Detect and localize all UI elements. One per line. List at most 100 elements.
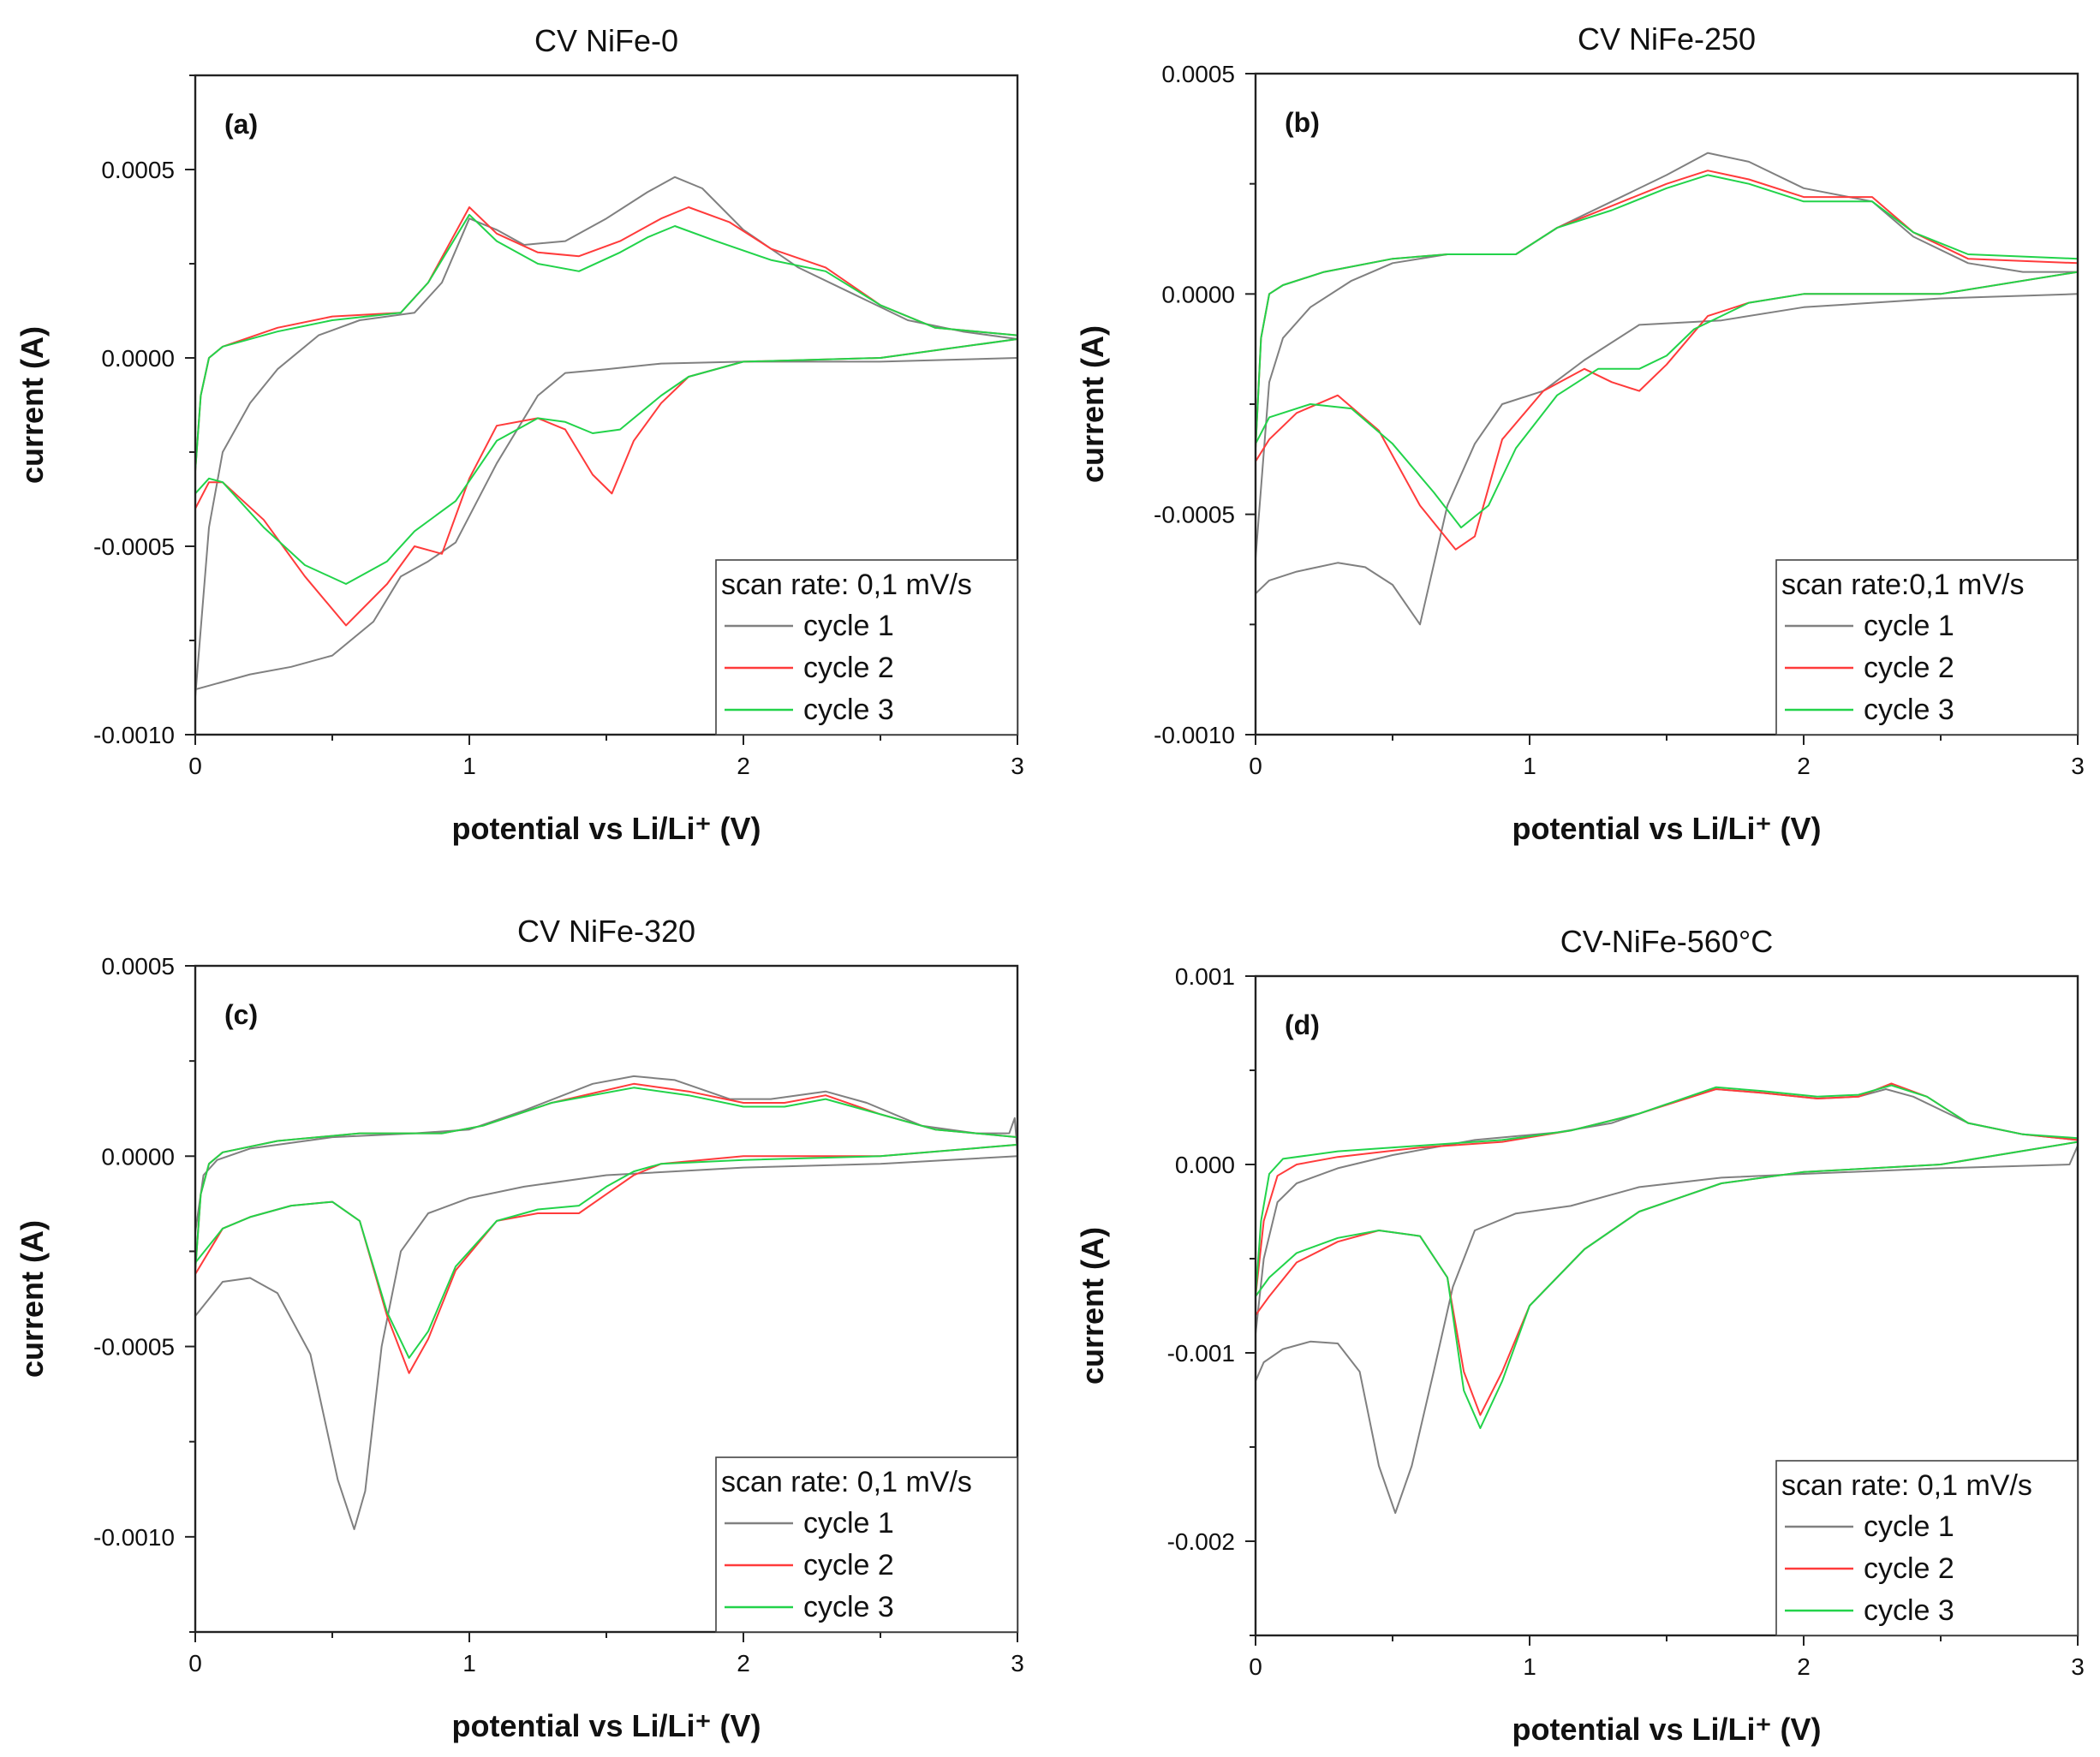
series-line-cycle-3-cathodic — [1255, 271, 2079, 529]
x-tick-label: 3 — [2071, 1653, 2085, 1680]
x-tick-label: 2 — [1797, 753, 1811, 779]
x-tick-label: 3 — [2071, 753, 2085, 779]
y-tick-label: -0.002 — [1167, 1528, 1235, 1555]
y-axis-label: current (A) — [15, 326, 50, 484]
series-group — [194, 176, 1018, 698]
x-tick-label: 0 — [188, 1650, 202, 1677]
legend-entry: cycle 3 — [1864, 694, 1954, 726]
legend: scan rate:0,1 mV/s cycle 1 cycle 2 cycle 3 — [1775, 559, 2079, 736]
legend: scan rate: 0,1 mV/s cycle 1 cycle 2 cycle 3 — [715, 1456, 1018, 1633]
series-line-cycle-2-cathodic — [1255, 271, 2079, 551]
series-line-cycle-1-anodic — [1255, 152, 2078, 559]
chart-title: CV NiFe-0 — [534, 23, 678, 58]
y-tick-label: -0.0005 — [93, 1334, 175, 1361]
legend: scan rate: 0,1 mV/s cycle 1 cycle 2 cycle 3 — [1775, 1460, 2079, 1636]
x-tick-label: 0 — [188, 753, 202, 779]
legend-entry: cycle 2 — [803, 652, 894, 684]
series-line-cycle-1-cathodic — [1255, 293, 2079, 626]
series-group — [1255, 1082, 2079, 1514]
x-tick-label: 2 — [737, 1650, 750, 1677]
legend-entry: cycle 3 — [803, 694, 894, 726]
series-line-cycle-2-cathodic — [194, 338, 1018, 627]
series-line-cycle-3-anodic — [1255, 1084, 2079, 1297]
legend-entry: cycle 2 — [803, 1549, 894, 1581]
series-line-cycle-2-anodic — [194, 206, 1018, 472]
y-tick-label: -0.0005 — [1154, 502, 1235, 528]
series-line-cycle-1-anodic — [194, 176, 1018, 698]
series-line-cycle-3-cathodic — [194, 338, 1018, 585]
y-axis-label: current (A) — [1075, 1227, 1110, 1385]
chart-title: CV NiFe-320 — [517, 914, 695, 949]
series-line-cycle-3-cathodic — [1255, 1141, 2079, 1429]
y-tick-label: -0.0010 — [93, 722, 175, 748]
x-axis-label: potential vs Li/Li⁺ (V) — [1512, 1712, 1821, 1747]
legend-entry: cycle 2 — [1864, 652, 1954, 684]
y-tick-label: -0.0010 — [1154, 722, 1235, 748]
chart-panel-3: CV NiFe-320 0 1 2 3 -0.0010 -0.0005 0.0000 0.000… — [15, 914, 1024, 1743]
chart-panel-4: CV-NiFe-560°C 0 1 2 3 -0.002 -0.001 0.000 0.001 p… — [1075, 924, 2085, 1747]
y-tick-label: 0.0000 — [101, 345, 175, 372]
x-tick-label: 3 — [1011, 1650, 1024, 1677]
panel-label: (b) — [1285, 107, 1320, 138]
x-tick-label: 2 — [737, 753, 750, 779]
series-line-cycle-1-cathodic — [194, 1155, 1018, 1530]
x-tick-label: 1 — [462, 753, 476, 779]
chart-title: CV NiFe-250 — [1578, 21, 1756, 57]
y-tick-label: 0.0005 — [1161, 61, 1235, 87]
y-tick-label: -0.001 — [1167, 1340, 1235, 1367]
legend-box — [715, 559, 1018, 736]
x-tick-label: 0 — [1249, 753, 1262, 779]
y-tick-label: -0.0010 — [93, 1524, 175, 1551]
x-tick-label: 1 — [1523, 753, 1536, 779]
series-line-cycle-1-cathodic — [194, 357, 1018, 691]
series-group — [194, 1075, 1018, 1530]
y-axis-label: current (A) — [1075, 325, 1110, 483]
series-group — [1255, 152, 2079, 626]
legend-title: scan rate: 0,1 mV/s — [721, 1466, 972, 1498]
series-line-cycle-2-anodic — [1255, 1082, 2079, 1297]
legend-title: scan rate: 0,1 mV/s — [721, 569, 972, 601]
legend-box — [715, 1456, 1018, 1633]
y-tick-label: -0.0005 — [93, 533, 175, 560]
series-line-cycle-2-cathodic — [194, 1143, 1018, 1374]
legend-entry: cycle 1 — [1864, 1510, 1954, 1543]
legend-entry: cycle 1 — [803, 610, 894, 642]
legend-entry: cycle 3 — [1864, 1594, 1954, 1627]
series-line-cycle-1-anodic — [1255, 1088, 2079, 1335]
panel-label: (a) — [224, 109, 258, 140]
legend: scan rate: 0,1 mV/s cycle 1 cycle 2 cycle 3 — [715, 559, 1018, 736]
chart-title: CV-NiFe-560°C — [1560, 924, 1773, 959]
series-line-cycle-1-cathodic — [1255, 1145, 2079, 1514]
x-axis-label: potential vs Li/Li⁺ (V) — [1512, 811, 1821, 846]
y-tick-label: 0.0000 — [101, 1143, 175, 1170]
chart-panel-1: CV NiFe-0 0 1 2 3 -0.0010 -0.0005 0.0000 0.0005 p… — [15, 23, 1024, 846]
series-line-cycle-3-anodic — [194, 1087, 1018, 1271]
series-line-cycle-2-anodic — [1255, 170, 2079, 449]
legend-box — [1775, 1460, 2079, 1636]
x-tick-label: 0 — [1249, 1653, 1262, 1680]
chart-panel-2: CV NiFe-250 0 1 2 3 -0.0010 -0.0005 0.0000 0.000… — [1075, 21, 2085, 846]
x-tick-label: 2 — [1797, 1653, 1811, 1680]
legend-title: scan rate:0,1 mV/s — [1781, 569, 2024, 601]
y-tick-label: 0.0005 — [101, 953, 175, 980]
legend-entry: cycle 1 — [1864, 610, 1954, 642]
legend-entry: cycle 1 — [803, 1507, 894, 1540]
x-tick-label: 1 — [462, 1650, 476, 1677]
legend-entry: cycle 3 — [803, 1591, 894, 1623]
x-tick-label: 1 — [1523, 1653, 1536, 1680]
series-line-cycle-3-anodic — [1255, 174, 2079, 449]
series-line-cycle-3-anodic — [194, 213, 1018, 472]
series-line-cycle-3-cathodic — [194, 1143, 1018, 1359]
legend-title: scan rate: 0,1 mV/s — [1781, 1469, 2032, 1502]
x-axis-label: potential vs Li/Li⁺ (V) — [451, 1708, 761, 1743]
y-tick-label: 0.000 — [1175, 1152, 1235, 1178]
panel-label: (d) — [1285, 1010, 1320, 1040]
x-tick-label: 3 — [1011, 753, 1024, 779]
y-tick-label: 0.0000 — [1161, 281, 1235, 307]
x-axis-label: potential vs Li/Li⁺ (V) — [451, 811, 761, 846]
legend-entry: cycle 2 — [1864, 1552, 1954, 1585]
y-tick-label: 0.0005 — [101, 157, 175, 183]
panel-label: (c) — [224, 999, 258, 1030]
legend-box — [1775, 559, 2079, 736]
